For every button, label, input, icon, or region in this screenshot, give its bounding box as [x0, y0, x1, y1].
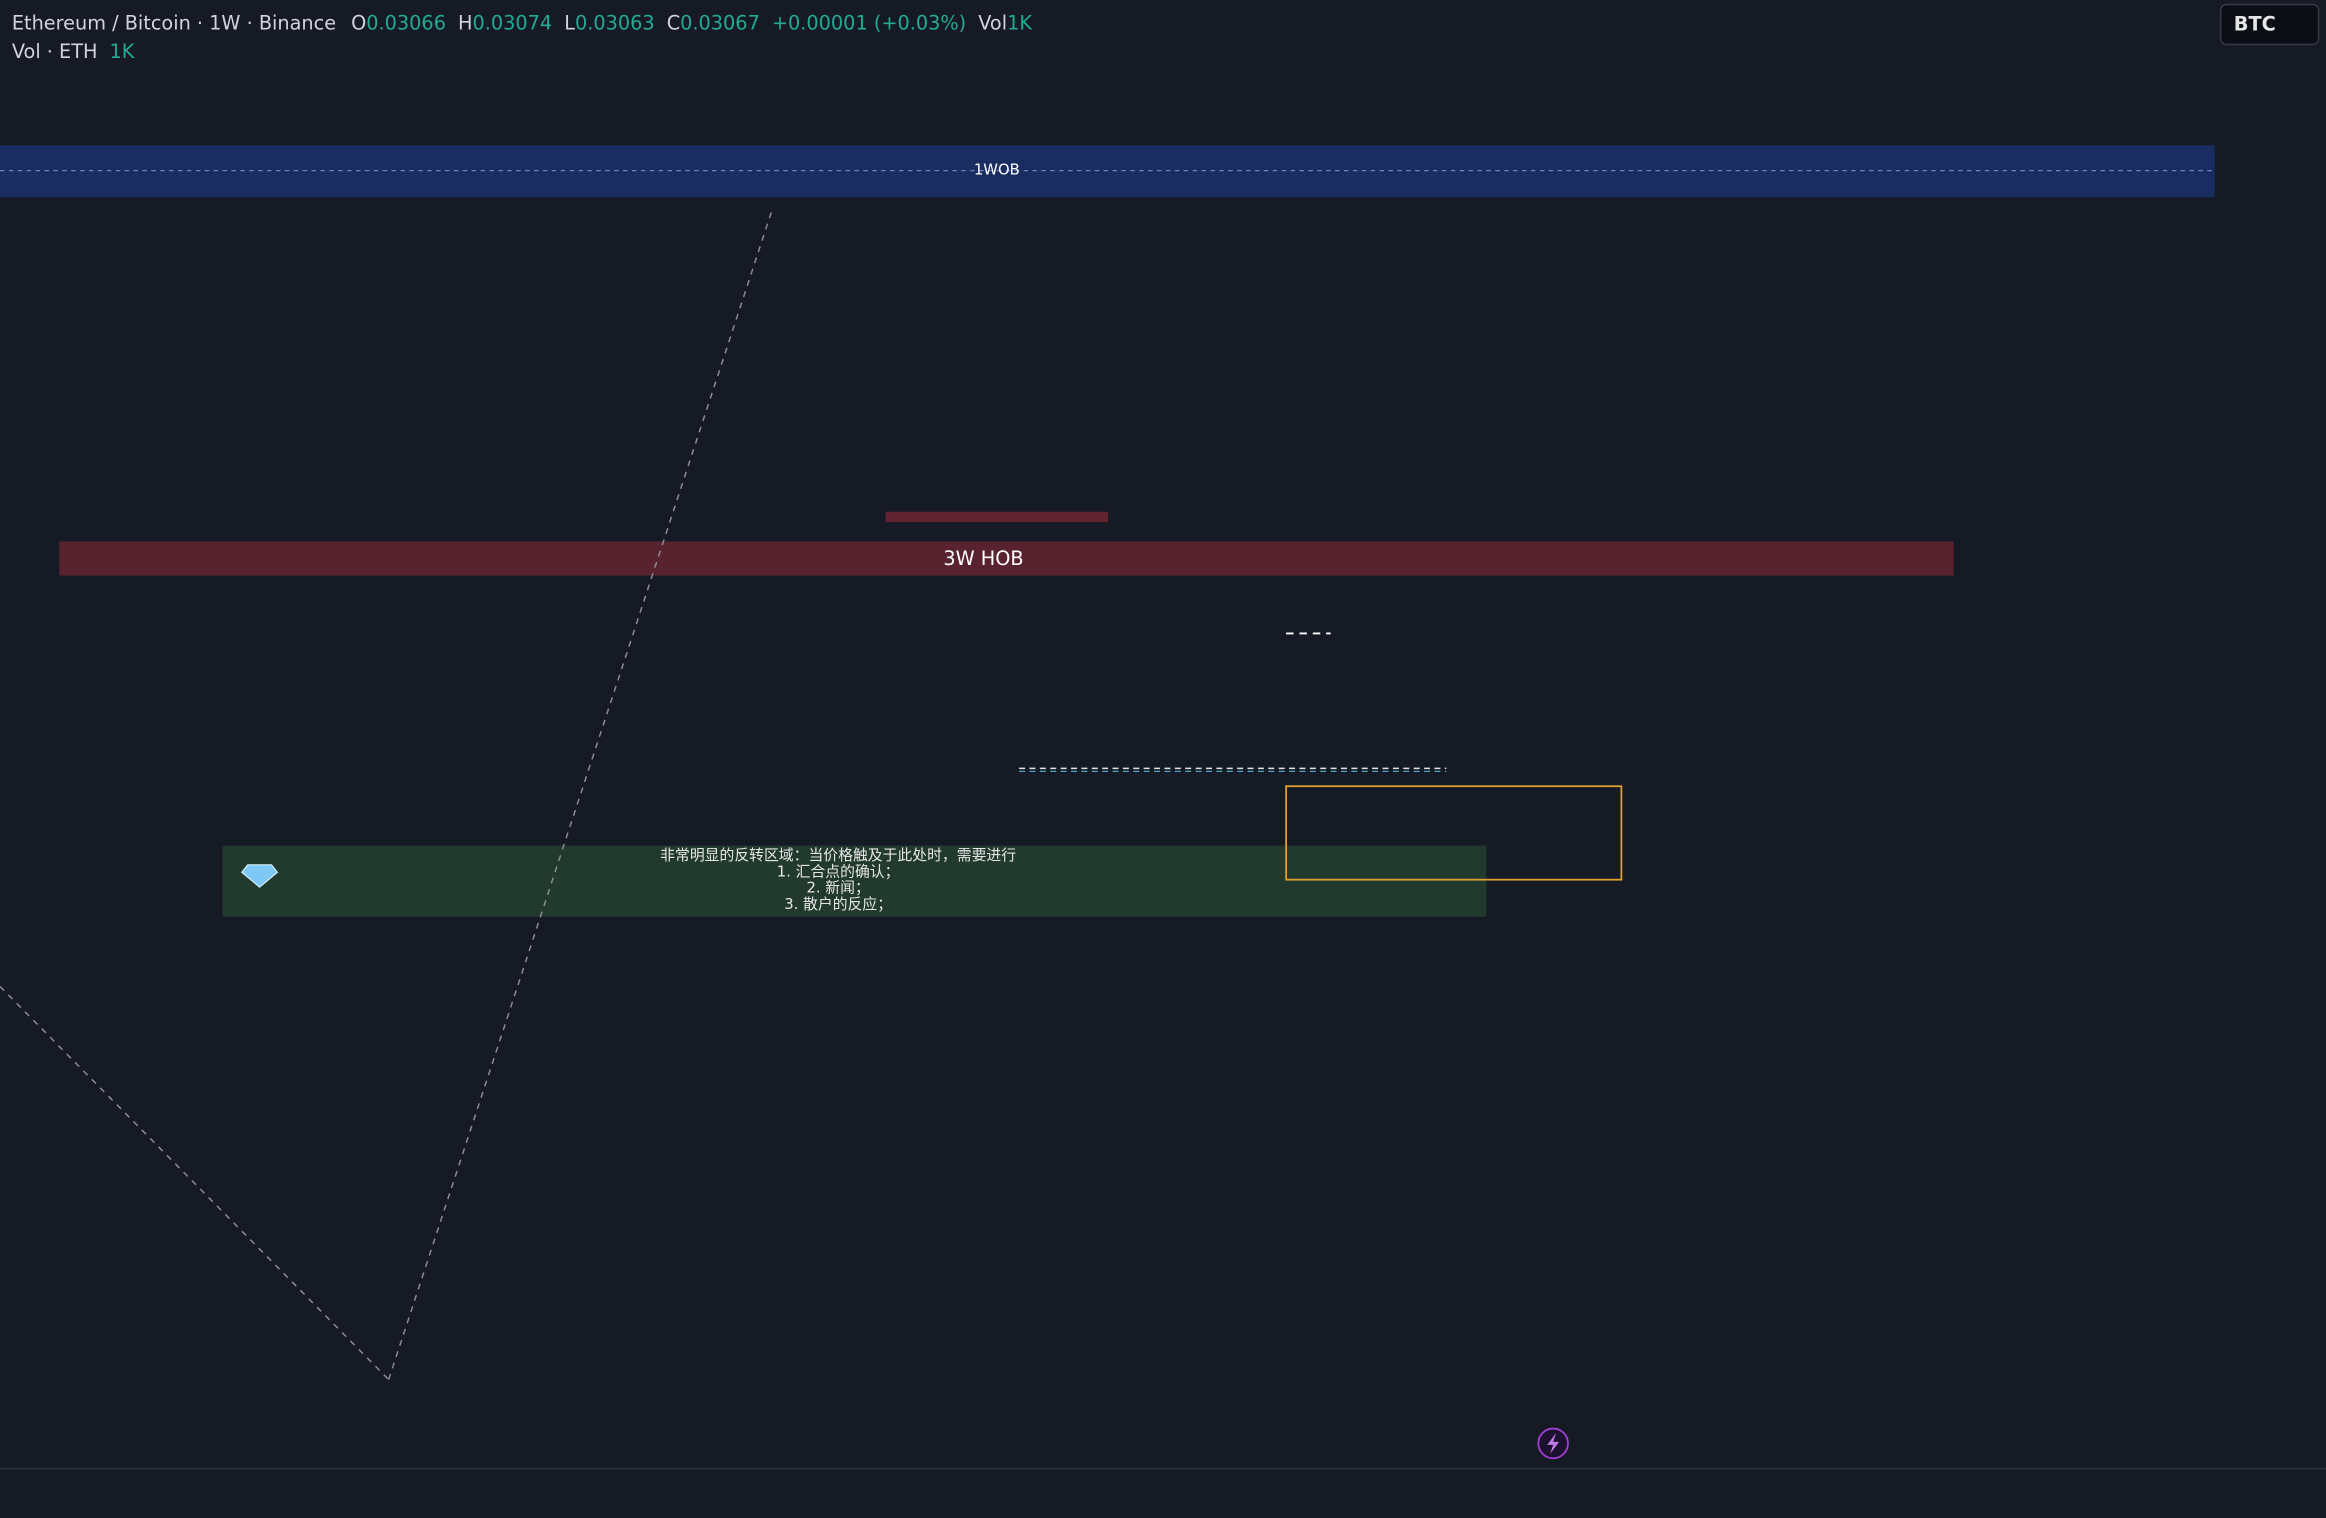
price-axis — [2214, 0, 2326, 1469]
trend-line — [387, 211, 773, 1380]
zone-3w-hob — [59, 541, 1954, 576]
zone-label: 1WOB — [974, 162, 1020, 179]
trend-line — [0, 985, 390, 1381]
ohlc-key: C — [667, 11, 680, 34]
ohlc-key: L — [564, 11, 575, 34]
ohlc-value: 0.03067 — [680, 11, 760, 34]
note-line: 非常明显的反转区域：当价格触及于此处时，需要进行 — [660, 847, 1016, 864]
note-line: 1. 汇合点的确认； — [777, 863, 900, 880]
volume-label: Vol · ETH — [12, 39, 98, 62]
note-line: 3. 散户的反应； — [784, 895, 892, 913]
volume-value: 1K — [110, 39, 136, 62]
volume-header: Vol · ETH 1K — [12, 39, 136, 62]
note-line: 2. 新闻； — [806, 880, 869, 897]
vol-key: Vol — [978, 11, 1007, 34]
time-axis — [0, 1468, 2326, 1518]
currency-label: BTC — [2234, 13, 2276, 36]
zone-label: 3W HOB — [943, 547, 1023, 570]
zone-small — [885, 511, 1109, 523]
zone-reversal — [222, 845, 1487, 917]
ohlc-value: 0.03074 — [473, 11, 553, 34]
ohlc-key: O — [351, 11, 366, 34]
ohlc-value: 0.03066 — [366, 11, 446, 34]
currency-badge[interactable] — [2219, 3, 2320, 46]
zone-1wob — [0, 145, 2215, 198]
ohlc-value: 0.03063 — [575, 11, 655, 34]
lightning-glyph — [1547, 1432, 1560, 1454]
range-box — [1285, 785, 1623, 881]
change: +0.00001 (+0.03%) — [772, 11, 966, 34]
ohlc-key: H — [458, 11, 472, 34]
diamond-icon — [240, 864, 279, 888]
vol-value: 1K — [1007, 11, 1033, 34]
symbol: Ethereum / Bitcoin · 1W · Binance — [12, 11, 336, 34]
header: Ethereum / Bitcoin · 1W · Binance O0.030… — [12, 11, 1033, 34]
